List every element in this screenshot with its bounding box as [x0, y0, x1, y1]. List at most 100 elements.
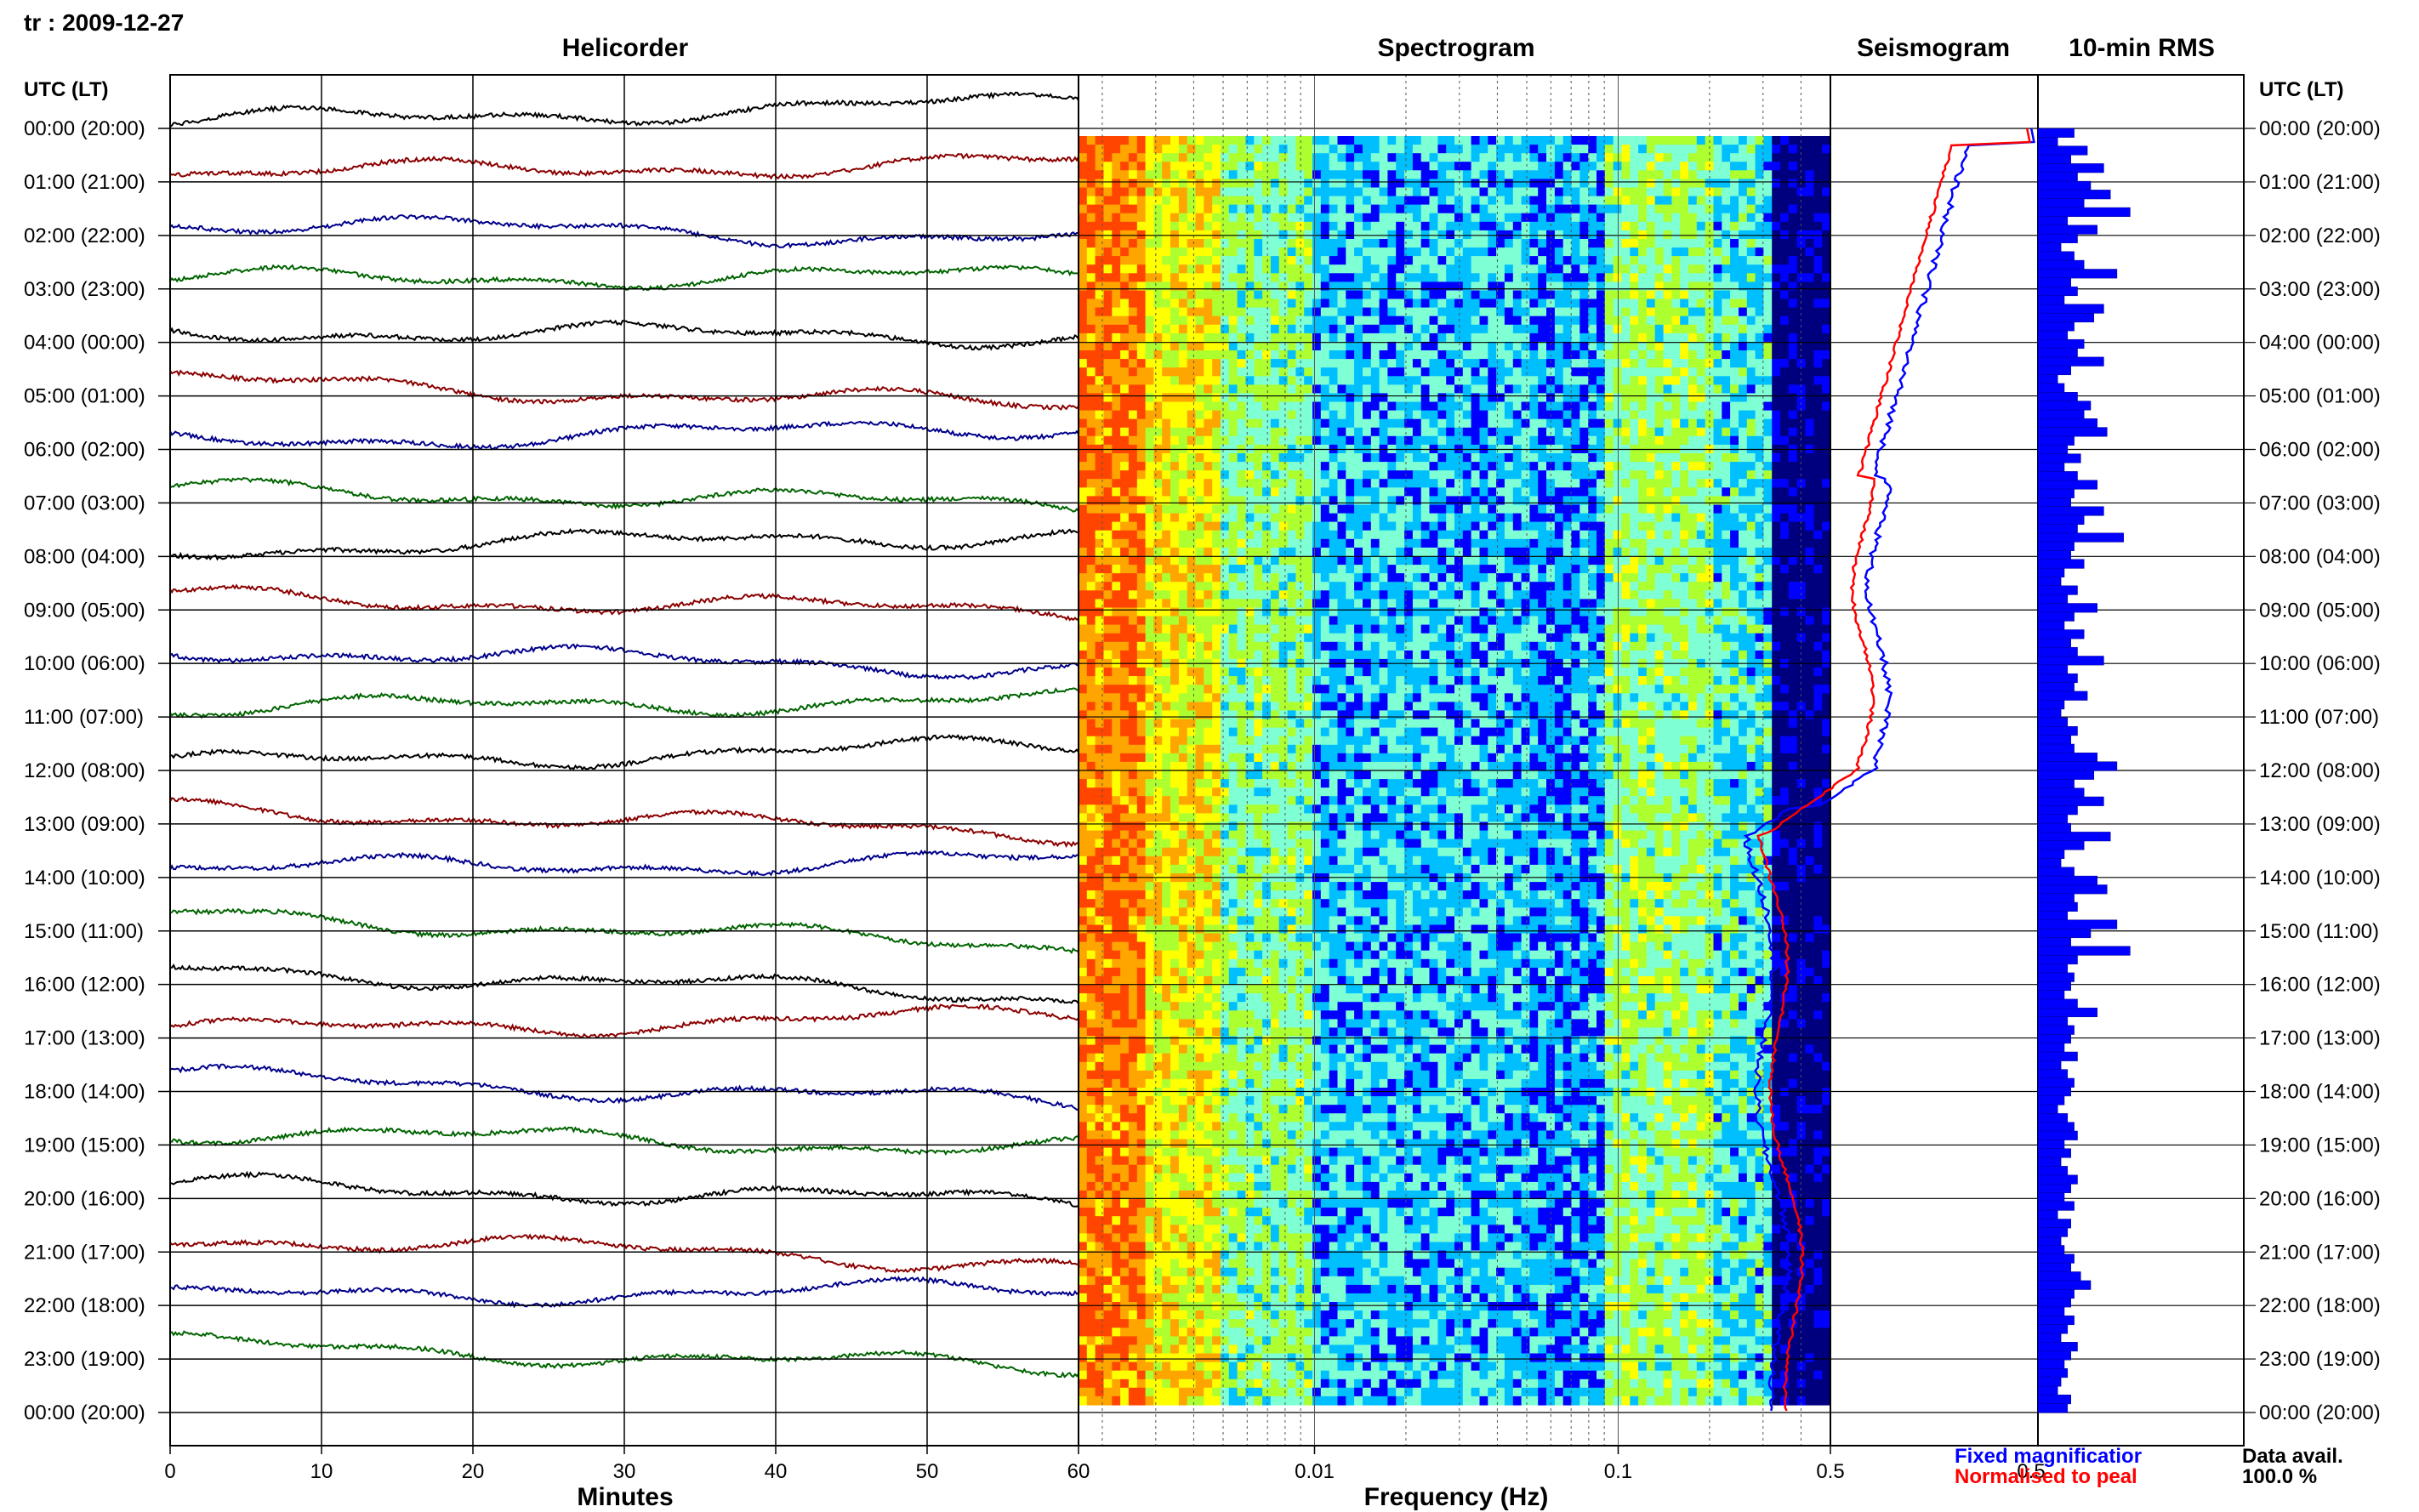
spectrogram-cell [1562, 565, 1573, 574]
spectrogram-cell [1488, 599, 1497, 609]
spectrogram-cell [1713, 401, 1722, 412]
spectrogram-cell [1805, 599, 1814, 609]
spectrogram-cell [1337, 521, 1346, 531]
spectrogram-cell [1621, 573, 1631, 583]
spectrogram-cell [1813, 479, 1823, 488]
spectrogram-cell [1529, 273, 1539, 282]
spectrogram-cell [1228, 162, 1238, 171]
spectrogram-cell [1722, 221, 1731, 231]
spectrogram-cell [1404, 247, 1414, 257]
spectrogram-cell [1354, 513, 1363, 523]
spectrogram-cell [1086, 590, 1096, 600]
spectrogram-cell [1237, 427, 1246, 437]
spectrogram-cell [1680, 479, 1689, 488]
spectrogram-cell [1412, 162, 1422, 171]
spectrogram-cell [1446, 179, 1455, 189]
spectrogram-cell [1262, 573, 1272, 583]
spectrogram-cell [1638, 247, 1648, 257]
spectrogram-cell [1128, 607, 1138, 617]
spectrogram-cell [1479, 435, 1488, 446]
spectrogram-cell [1304, 298, 1313, 309]
spectrogram-cell [1178, 435, 1188, 446]
spectrogram-cell [1103, 582, 1113, 591]
spectrogram-cell [1755, 547, 1764, 557]
spectrogram-cell [1454, 376, 1464, 385]
spectrogram-cell [1597, 298, 1606, 309]
spectrogram-cell [1488, 521, 1497, 531]
spectrogram-cell [1103, 418, 1113, 429]
spectrogram-cell [1571, 239, 1580, 248]
spectrogram-cell [1162, 359, 1171, 368]
spectrogram-cell [1120, 418, 1130, 429]
spectrogram-cell [1613, 170, 1622, 179]
spectrogram-cell [1103, 341, 1113, 351]
spectrogram-cell [1512, 376, 1523, 385]
spectrogram-cell [1462, 470, 1472, 480]
spectrogram-cell [1354, 162, 1363, 171]
spectrogram-cell [1621, 590, 1631, 600]
spectrogram-cell [1521, 290, 1530, 300]
spectrogram-cell [1170, 470, 1180, 480]
spectrogram-cell [1788, 187, 1798, 197]
spectrogram-cell [1187, 145, 1197, 154]
spectrogram-cell [1095, 187, 1104, 197]
spectrogram-cell [1337, 221, 1346, 231]
spectrogram-cell [1354, 196, 1363, 206]
spectrogram-cell [1529, 153, 1539, 162]
spectrogram-cell [1471, 307, 1480, 317]
spectrogram-cell [1287, 170, 1296, 179]
spectrogram-cell [1613, 401, 1622, 412]
spectrogram-cell [1646, 256, 1656, 265]
spectrogram-cell [1346, 367, 1355, 377]
spectrogram-cell [1597, 530, 1606, 540]
spectrogram-cell [1822, 359, 1831, 368]
spectrogram-cell [1178, 290, 1188, 300]
spectrogram-cell [1805, 565, 1814, 574]
spectrogram-cell [1420, 315, 1431, 326]
spectrogram-cell [1621, 298, 1631, 309]
spectrogram-cell [1320, 435, 1330, 446]
spectrogram-cell [1254, 256, 1263, 265]
spectrogram-cell [1287, 290, 1296, 300]
spectrogram-cell [1086, 470, 1096, 480]
spectrogram-cell [1187, 179, 1197, 189]
spectrogram-cell [1630, 162, 1639, 171]
spectrogram-cell [1663, 239, 1672, 248]
spectrogram-cell [1688, 547, 1698, 557]
spectrogram-cell [1420, 341, 1431, 351]
spectrogram-cell [1722, 145, 1731, 154]
spectrogram-cell [1538, 290, 1547, 300]
spectrogram-cell [1412, 187, 1422, 197]
spectrogram-cell [1153, 470, 1163, 480]
spectrogram-cell [1688, 376, 1698, 385]
spectrogram-cell [1170, 410, 1180, 420]
spectrogram-cell [1112, 496, 1121, 506]
spectrogram-cell [1254, 367, 1263, 377]
spectrogram-cell [1178, 324, 1188, 334]
spectrogram-cell [1822, 367, 1831, 377]
spectrogram-cell [1529, 521, 1539, 531]
spectrogram-cell [1170, 453, 1180, 463]
spectrogram-cell [1755, 187, 1764, 197]
spectrogram-cell [1546, 170, 1556, 179]
spectrogram-cell [1471, 487, 1480, 497]
spectrogram-cell [1337, 145, 1346, 154]
spectrogram-cell [1262, 256, 1272, 265]
spectrogram-cell [1370, 273, 1380, 282]
spectrogram-cell [1621, 435, 1631, 446]
spectrogram-cell [1079, 136, 1088, 145]
spectrogram-cell [1722, 504, 1731, 514]
spectrogram-cell [1763, 187, 1773, 197]
spectrogram-cell [1739, 462, 1748, 471]
spectrogram-cell [1145, 376, 1154, 385]
spectrogram-cell [1654, 179, 1665, 189]
spectrogram-cell [1312, 401, 1322, 412]
spectrogram-cell [1571, 599, 1580, 609]
spectrogram-cell [1287, 204, 1296, 214]
spectrogram-cell [1387, 453, 1397, 463]
spectrogram-cell [1204, 367, 1213, 377]
spectrogram-cell [1237, 213, 1246, 223]
spectrogram-cell [1329, 145, 1339, 154]
spectrogram-cell [1562, 307, 1573, 317]
spectrogram-cell [1597, 435, 1606, 446]
